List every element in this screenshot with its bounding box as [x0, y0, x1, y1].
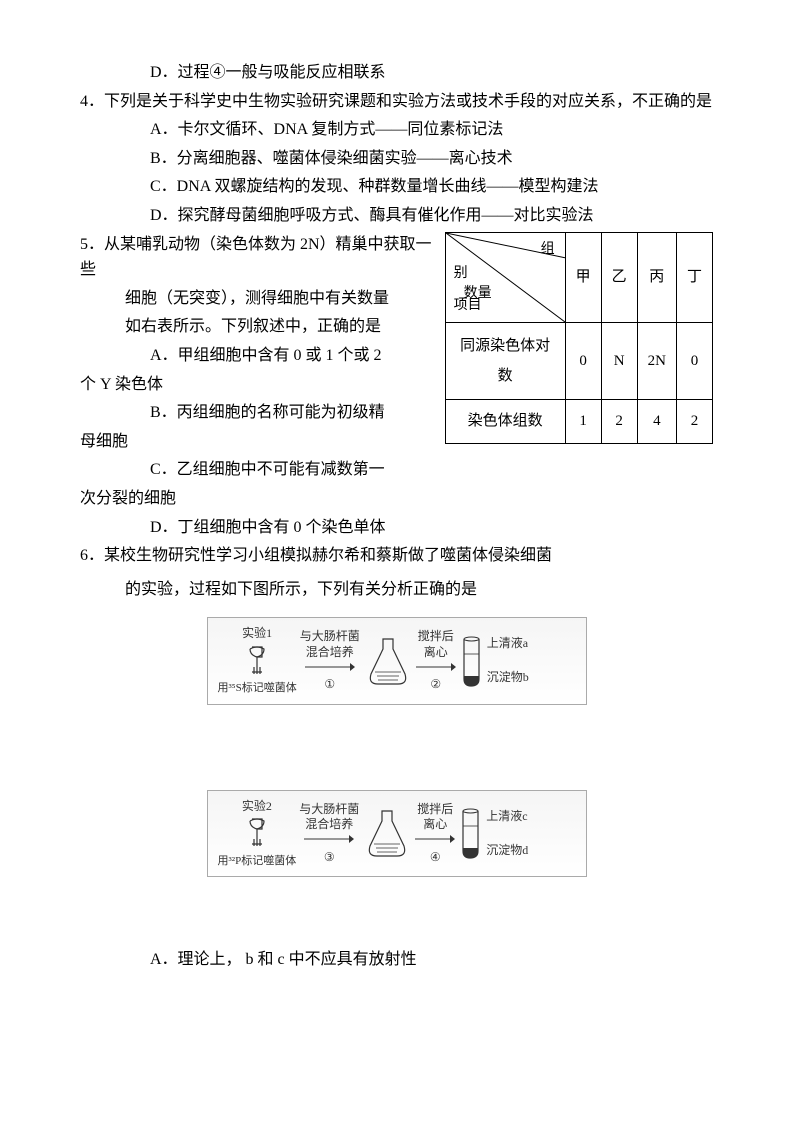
q5-line-1: 5．从某哺乳动物（染色体数为 2N）精巢中获取一些 [80, 232, 435, 283]
exp1-sediment: 沉淀物b [487, 670, 529, 686]
experiment-2-diagram: 实验2 用³²P标记噬菌体 与大肠杆菌 混合培养 ③ 搅拌后 离心 ④ [207, 790, 587, 877]
arrow-icon [305, 661, 355, 673]
arrow-icon [416, 661, 456, 673]
exp1-circle-1: ① [300, 677, 360, 693]
exp2-step2-text: 搅拌后 离心 [415, 802, 455, 833]
q6-line-2: 的实验，过程如下图所示，下列有关分析正确的是 [80, 577, 713, 603]
exp1-step1: 与大肠杆菌 混合培养 ① [300, 629, 360, 692]
exp1-step2-text: 搅拌后 离心 [416, 629, 456, 660]
exp2-circle-3: ③ [299, 850, 359, 866]
col-ding: 丁 [676, 232, 712, 322]
table-row: 同源染色体对数 0 N 2N 0 [445, 322, 712, 399]
q6-option-a: A．理论上， b 和 c 中不应具有放射性 [80, 947, 713, 973]
q5-line-3: 如右表所示。下列叙述中，正确的是 [80, 314, 435, 340]
experiment-1-diagram: 实验1 用³⁵S标记噬菌体 与大肠杆菌 混合培养 ① 搅拌后 离心 ② [207, 617, 587, 704]
exp2-result: 上清液c 沉淀物d [486, 809, 528, 858]
exp1-step2: 搅拌后 离心 ② [416, 629, 456, 692]
arrow-icon [304, 833, 354, 845]
tube-icon [458, 806, 483, 861]
exp2-left-label: 实验2 用³²P标记噬菌体 [218, 799, 297, 868]
cell-r2-c4: 2 [676, 399, 712, 443]
q5-option-c-1: C．乙组细胞中不可能有减数第一 [80, 457, 435, 483]
q5-option-c-2: 次分裂的细胞 [80, 486, 435, 512]
q4-option-a: A．卡尔文循环、DNA 复制方式——同位素标记法 [80, 117, 713, 143]
phage-icon [237, 642, 277, 677]
tube-icon [459, 634, 484, 689]
q5-container: 5．从某哺乳动物（染色体数为 2N）精巢中获取一些 细胞（无突变），测得细胞中有… [80, 232, 713, 544]
exp2-sediment: 沉淀物d [486, 843, 528, 859]
q5-text-block: 5．从某哺乳动物（染色体数为 2N）精巢中获取一些 细胞（无突变），测得细胞中有… [80, 232, 435, 544]
q5-option-b-2: 母细胞 [80, 429, 435, 455]
exp2-supernatant: 上清液c [486, 809, 528, 825]
table-row: 染色体组数 1 2 4 2 [445, 399, 712, 443]
q5-table: 组 别 数量 项目 甲 乙 丙 丁 同源染色体对数 0 N 2N 0 染色体组数… [445, 232, 713, 444]
spacer [80, 907, 713, 947]
q4-stem: 4．下列是关于科学史中生物实验研究课题和实验方法或技术手段的对应关系，不正确的是 [80, 89, 713, 115]
q5-option-a-2: 个 Y 染色体 [80, 372, 435, 398]
phage-icon [237, 814, 277, 849]
q5-option-d: D．丁组细胞中含有 0 个染色单体 [80, 515, 435, 541]
cell-r1-c2: N [601, 322, 637, 399]
row2-label: 染色体组数 [445, 399, 565, 443]
q4-option-c: C．DNA 双螺旋结构的发现、种群数量增长曲线——模型构建法 [80, 174, 713, 200]
exp1-label-text: 实验1 [218, 626, 297, 642]
cell-r2-c2: 2 [601, 399, 637, 443]
diagonal-header-cell: 组 别 数量 项目 [445, 232, 565, 322]
cell-r2-c3: 4 [637, 399, 676, 443]
exp1-result: 上清液a 沉淀物b [487, 636, 529, 685]
cell-r1-c1: 0 [565, 322, 601, 399]
exp1-marker-text: 用³⁵S标记噬菌体 [218, 681, 297, 695]
q4-option-d: D．探究酵母菌细胞呼吸方式、酶具有催化作用——对比实验法 [80, 203, 713, 229]
table-row: 组 别 数量 项目 甲 乙 丙 丁 [445, 232, 712, 322]
exp2-step1-text: 与大肠杆菌 混合培养 [299, 802, 359, 833]
q3-option-d: D．过程④一般与吸能反应相联系 [80, 60, 713, 86]
row1-label: 同源染色体对数 [445, 322, 565, 399]
q5-option-a-1: A．甲组细胞中含有 0 或 1 个或 2 [80, 343, 435, 369]
arrow-icon [415, 833, 455, 845]
spacer [80, 735, 713, 775]
exp1-supernatant: 上清液a [487, 636, 529, 652]
q4-option-b: B．分离细胞器、噬菌体侵染细菌实验——离心技术 [80, 146, 713, 172]
cell-r1-c3: 2N [637, 322, 676, 399]
exp1-circle-2: ② [416, 677, 456, 693]
diag-label-item: 项目 [454, 295, 482, 317]
cell-r2-c1: 1 [565, 399, 601, 443]
exp2-label-text: 实验2 [218, 799, 297, 815]
col-bing: 丙 [637, 232, 676, 322]
col-yi: 乙 [601, 232, 637, 322]
flask-icon [362, 806, 412, 861]
exp2-step2: 搅拌后 离心 ④ [415, 802, 455, 865]
q5-option-b-1: B．丙组细胞的名称可能为初级精 [80, 400, 435, 426]
flask-icon [363, 634, 413, 689]
exp2-circle-4: ④ [415, 850, 455, 866]
exp2-step1: 与大肠杆菌 混合培养 ③ [299, 802, 359, 865]
exp1-left-label: 实验1 用³⁵S标记噬菌体 [218, 626, 297, 695]
diag-label-group: 组 [541, 239, 555, 261]
q6-line-1: 6．某校生物研究性学习小组模拟赫尔希和蔡斯做了噬菌体侵染细菌 [80, 543, 713, 569]
col-jia: 甲 [565, 232, 601, 322]
q5-line-2: 细胞（无突变），测得细胞中有关数量 [80, 286, 435, 312]
exp1-step1-text: 与大肠杆菌 混合培养 [300, 629, 360, 660]
cell-r1-c4: 0 [676, 322, 712, 399]
row1-label-text: 同源染色体对数 [456, 331, 555, 391]
exp2-marker-text: 用³²P标记噬菌体 [218, 854, 297, 868]
